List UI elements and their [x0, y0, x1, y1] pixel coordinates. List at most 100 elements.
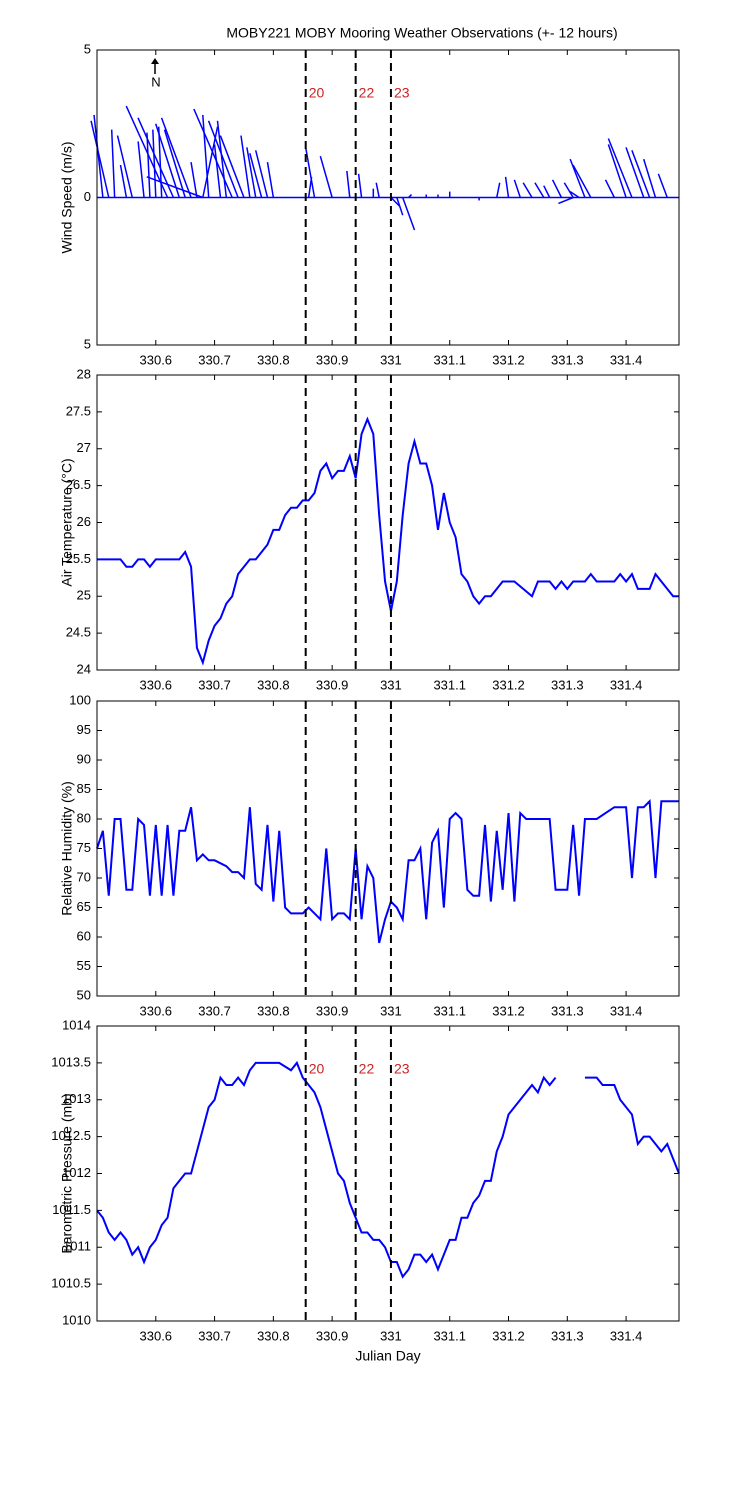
wind-stick — [266, 161, 275, 198]
plot-frame — [96, 1025, 680, 1322]
x-tick-label: 331.3 — [551, 1003, 584, 1018]
wind-stick — [607, 144, 627, 198]
y-tick-label: 27.5 — [66, 403, 91, 418]
panel: Barometric Pressure (mb) Julian Day 330.6 3… — [51, 1017, 680, 1364]
y-tick-label: 1010.5 — [51, 1276, 91, 1291]
north-label: N — [151, 74, 160, 89]
x-tick-label: 331.3 — [551, 677, 584, 692]
wind-stick — [249, 153, 263, 198]
y-tick-label: 1011.5 — [52, 1202, 91, 1217]
x-tick-label: 331.4 — [610, 677, 643, 692]
y-tick-label: 24 — [77, 661, 91, 676]
wind-stick — [193, 108, 233, 198]
y-tick-label: 95 — [77, 722, 91, 737]
x-tick-label: 331.2 — [492, 1328, 525, 1343]
event-label: 20 — [309, 1061, 325, 1077]
x-tick-label: 331 — [380, 677, 402, 692]
x-tick-label: 331.4 — [610, 352, 643, 367]
x-tick-label: 331.2 — [492, 352, 525, 367]
wind-stick — [569, 158, 586, 198]
x-tick-label: 330.7 — [198, 1003, 231, 1018]
x-tick-label: 330.7 — [198, 1328, 231, 1343]
chart-title: MOBY221 MOBY Mooring Weather Observation… — [226, 25, 617, 41]
y-tick-label: 70 — [77, 869, 91, 884]
y-tick-label: 1013 — [62, 1091, 91, 1106]
x-tick-label: 331.4 — [610, 1328, 643, 1343]
y-axis-label: Relative Humidity (%) — [59, 781, 75, 916]
wind-stick — [152, 129, 157, 198]
y-tick-label: 65 — [77, 899, 91, 914]
y-tick-label: 60 — [77, 928, 91, 943]
y-tick-label: 80 — [77, 810, 91, 825]
wind-stick — [642, 158, 657, 198]
wind-stick — [219, 135, 245, 198]
y-axis-label: Barometric Pressure (mb) — [59, 1093, 75, 1253]
wind-stick — [304, 147, 316, 198]
wind-stick — [543, 185, 551, 198]
wind-stick — [563, 182, 574, 198]
x-tick-label: 331.1 — [433, 1328, 466, 1343]
event-label: 23 — [394, 85, 410, 101]
wind-stick — [125, 105, 169, 198]
x-tick-label: 330.8 — [257, 1328, 290, 1343]
wind-stick — [319, 155, 333, 198]
wind-stick — [254, 150, 269, 198]
wind-stick — [146, 176, 204, 199]
data-line — [96, 799, 679, 944]
wind-stick — [375, 182, 380, 198]
plot-frame — [96, 700, 680, 997]
x-tick-label: 331.2 — [492, 1003, 525, 1018]
x-tick-label: 330.8 — [257, 1003, 290, 1018]
wind-stick — [513, 179, 521, 198]
wind-stick — [190, 161, 198, 198]
wind-stick — [207, 120, 239, 198]
x-tick-label: 331.2 — [492, 677, 525, 692]
wind-stick — [625, 147, 645, 198]
x-tick-label: 330.6 — [140, 1003, 173, 1018]
wind-stick — [607, 138, 633, 198]
wind-stick — [160, 117, 192, 198]
panel: MOBY221 MOBY Mooring Weather Observation… — [59, 25, 680, 367]
wind-stick — [396, 197, 404, 216]
wind-stick — [558, 196, 574, 205]
wind-stick — [163, 129, 186, 198]
x-tick-label: 331 — [380, 1328, 402, 1343]
x-tick-label: 330.8 — [257, 677, 290, 692]
wind-stick — [202, 114, 210, 198]
y-tick-label: 28 — [77, 366, 91, 381]
wind-stick — [116, 135, 134, 198]
y-tick-label: 75 — [77, 840, 91, 855]
panel: Relative Humidity (%) 330.6 330.7 330.8 330.… — [59, 692, 680, 1018]
y-tick-label: 24.5 — [66, 625, 91, 640]
y-tick-label: 26.5 — [66, 477, 91, 492]
panel: Air Temperature (°C) 330.6 330.7 330.8 330.9… — [59, 366, 680, 692]
y-tick-label: 25 — [77, 588, 91, 603]
y-tick-label: 1010 — [62, 1312, 91, 1327]
wind-stick — [522, 182, 533, 198]
wind-stick — [569, 190, 580, 199]
y-tick-label: 90 — [77, 751, 91, 766]
y-tick-label: 26 — [77, 514, 91, 529]
wind-stick — [154, 123, 181, 198]
wind-stick — [110, 129, 116, 198]
wind-stick — [93, 114, 104, 198]
x-tick-label: 330.6 — [140, 677, 173, 692]
y-tick-label: 1011 — [63, 1239, 91, 1254]
y-axis-label: Air Temperature (°C) — [59, 458, 75, 586]
x-tick-label: 330.6 — [140, 1328, 173, 1343]
y-tick-label: 55 — [77, 958, 91, 973]
wind-stick — [408, 194, 413, 199]
y-tick-label: 100 — [69, 692, 91, 707]
x-tick-label: 330.9 — [316, 352, 349, 367]
wind-stick — [90, 120, 110, 198]
x-tick-label: 331 — [380, 1003, 402, 1018]
wind-stick — [534, 182, 545, 198]
data-line — [96, 1060, 680, 1279]
plot-frame — [96, 49, 680, 346]
x-tick-label: 330.6 — [140, 352, 173, 367]
y-tick-label: 0 — [84, 189, 91, 204]
y-tick-label: 25.5 — [66, 551, 91, 566]
y-tick-label: 1012.5 — [51, 1128, 91, 1143]
